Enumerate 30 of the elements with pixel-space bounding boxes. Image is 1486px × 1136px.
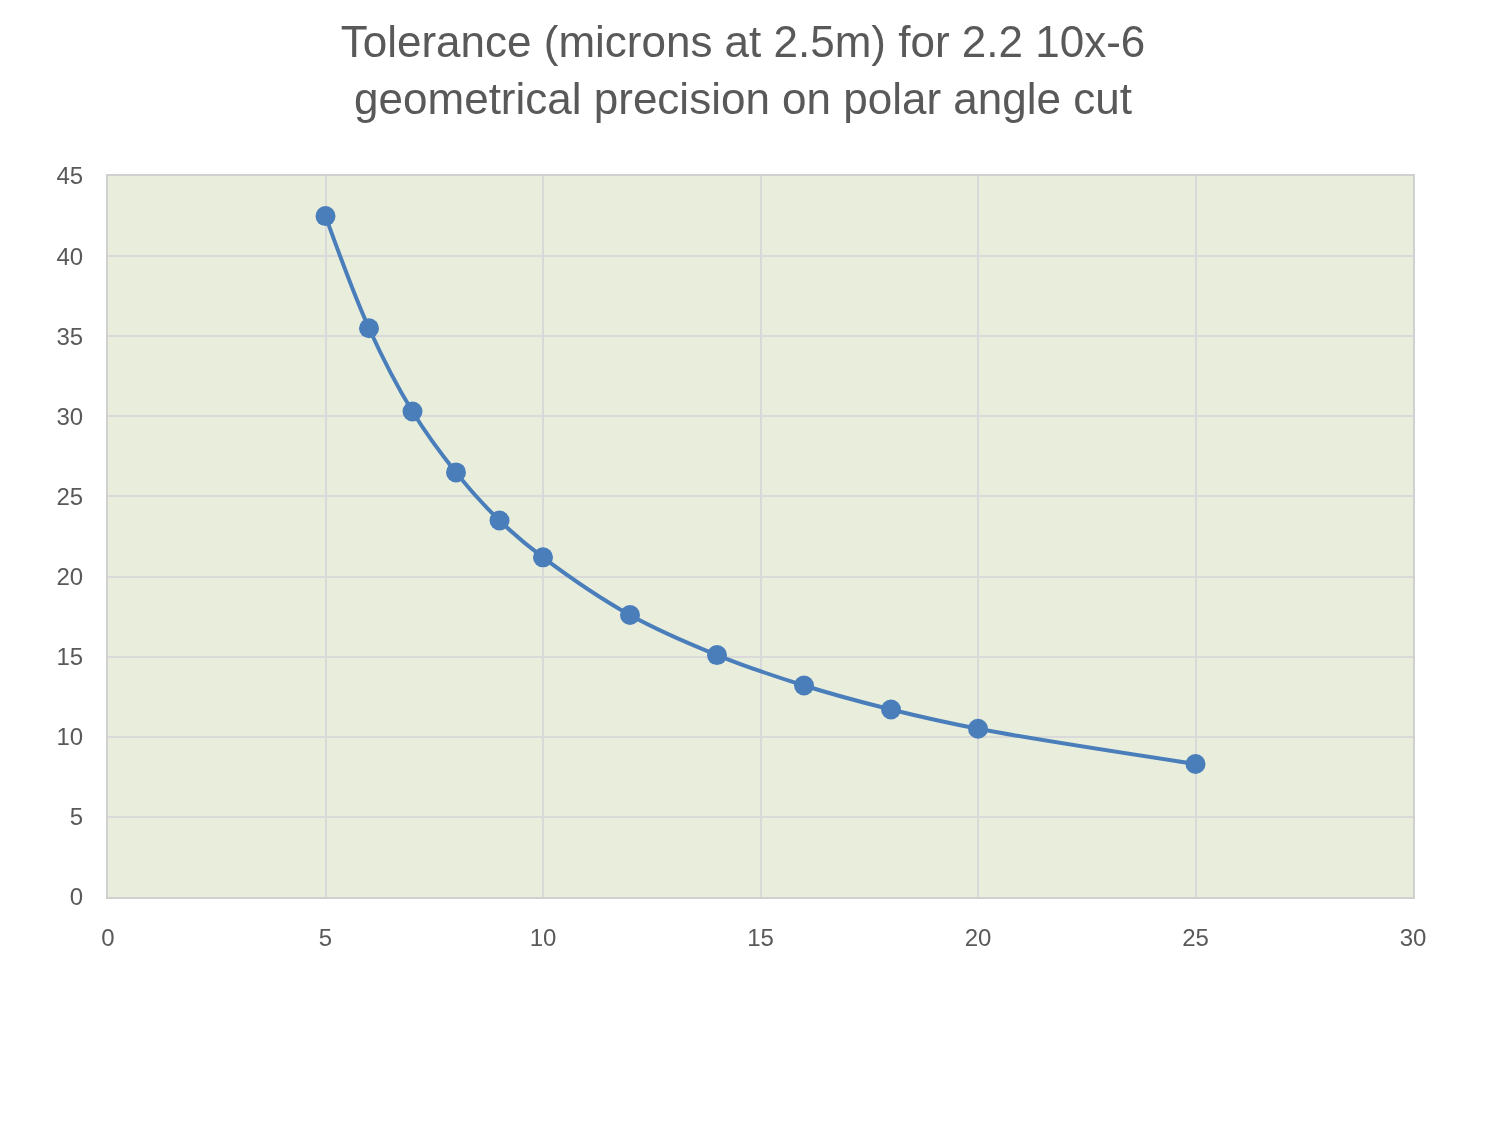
y-tick-label: 45 [56, 162, 84, 190]
point [315, 206, 336, 227]
point [402, 401, 423, 422]
x-tick-label: 25 [1182, 923, 1209, 951]
x-tick-label: 15 [747, 923, 774, 951]
x-tick-label: 30 [1399, 923, 1427, 951]
y-tick-label: 10 [56, 723, 84, 751]
point [794, 675, 814, 696]
x-tick-label: 5 [318, 923, 333, 951]
y-tick-label: 20 [56, 562, 84, 590]
x-tick-label: 20 [964, 923, 992, 951]
chart-title: Tolerance (microns at 2.5m) for 2.2 10x-6 geometrical precision on polar angle cut [340, 16, 1146, 123]
point [881, 699, 901, 720]
y-tick-label: 0 [69, 883, 84, 911]
point [707, 645, 727, 666]
point [446, 462, 466, 483]
point [359, 318, 379, 339]
point [620, 605, 640, 625]
y-tick-label: 25 [56, 482, 84, 510]
x-tick-label: 10 [529, 923, 557, 951]
x-tick-label: 0 [101, 923, 115, 951]
point [1185, 754, 1206, 775]
point [968, 718, 988, 739]
y-tick-label: 35 [56, 322, 84, 350]
point [489, 510, 510, 531]
y-tick-label: 40 [56, 242, 84, 270]
y-tick-label: 30 [56, 402, 84, 430]
point [533, 547, 553, 568]
y-tick-label: 5 [69, 803, 84, 831]
y-tick-label: 15 [56, 643, 84, 671]
